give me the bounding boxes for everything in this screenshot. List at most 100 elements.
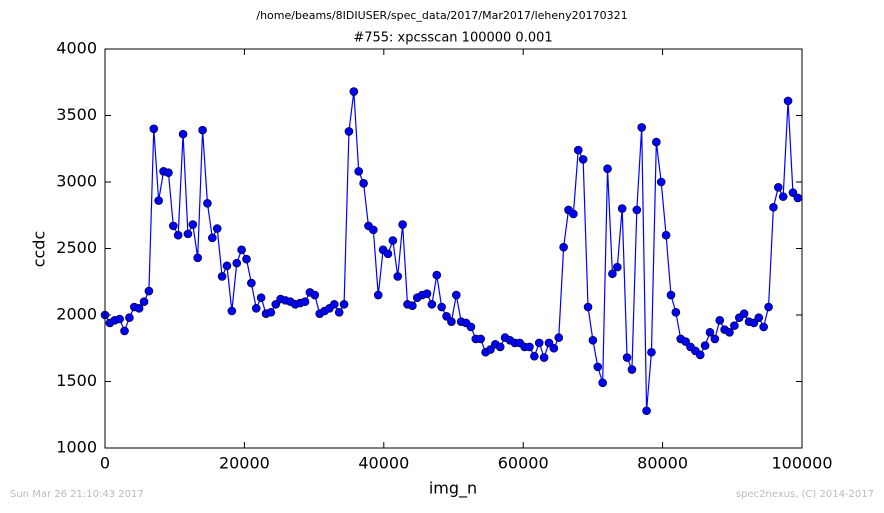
data-point xyxy=(432,270,442,280)
data-point xyxy=(334,308,344,317)
data-point xyxy=(559,242,568,252)
data-point xyxy=(227,306,237,316)
data-point xyxy=(271,300,281,309)
data-point xyxy=(125,313,134,322)
data-point xyxy=(447,317,456,326)
data-point xyxy=(661,230,671,240)
data-point xyxy=(232,258,242,268)
data-point xyxy=(134,304,144,313)
data-point xyxy=(359,179,368,188)
data-point xyxy=(398,220,407,229)
x-axis-label: img_n xyxy=(429,479,477,499)
data-point xyxy=(549,343,559,353)
data-point xyxy=(578,155,588,164)
data-point xyxy=(339,300,349,309)
data-point xyxy=(369,225,378,235)
data-point xyxy=(603,164,612,173)
data-point xyxy=(554,333,564,342)
data-point xyxy=(739,309,749,318)
data-point xyxy=(349,87,359,96)
data-point xyxy=(373,290,383,300)
data-point xyxy=(203,198,212,208)
y-tick-label: 1000 xyxy=(56,438,97,457)
x-tick-label: 0 xyxy=(100,454,110,473)
data-point xyxy=(451,290,461,300)
data-point xyxy=(300,297,310,307)
data-point xyxy=(769,202,778,212)
data-point xyxy=(700,341,710,350)
x-tick-label: 60000 xyxy=(498,454,549,473)
data-point xyxy=(139,297,149,307)
data-point xyxy=(647,347,656,357)
data-point xyxy=(193,253,203,263)
data-point xyxy=(656,177,666,187)
data-point xyxy=(778,192,788,201)
data-point xyxy=(222,261,232,271)
data-point xyxy=(583,302,593,312)
data-point xyxy=(437,302,446,312)
data-point xyxy=(695,350,705,360)
data-point xyxy=(588,335,598,345)
data-point xyxy=(569,209,578,219)
data-point xyxy=(476,334,485,344)
data-point xyxy=(525,342,534,352)
y-tick-label: 1500 xyxy=(56,371,97,390)
data-point xyxy=(393,272,403,281)
data-point xyxy=(266,308,276,317)
data-point xyxy=(593,362,603,372)
data-point xyxy=(310,290,320,300)
data-point xyxy=(637,123,646,132)
data-point xyxy=(188,220,198,229)
x-tick-label: 100000 xyxy=(771,454,832,473)
data-point xyxy=(788,188,798,197)
data-point xyxy=(173,230,183,240)
data-point xyxy=(164,168,173,177)
data-point xyxy=(774,183,783,192)
y-tick-label: 3000 xyxy=(56,172,97,191)
data-point xyxy=(442,312,451,321)
x-tick-label: 80000 xyxy=(637,454,688,473)
x-tick-label: 40000 xyxy=(358,454,409,473)
data-point xyxy=(495,342,505,352)
data-point xyxy=(539,353,549,362)
chart-title: #755: xpcsscan 100000 0.001 xyxy=(353,31,552,46)
data-point xyxy=(710,334,720,344)
data-point xyxy=(783,96,793,106)
data-point xyxy=(632,205,642,215)
data-point xyxy=(793,193,803,203)
data-point xyxy=(354,167,364,176)
footer-left: Sun Mar 26 21:10:43 2017 xyxy=(10,489,144,500)
data-point xyxy=(383,249,393,259)
data-point xyxy=(149,124,159,134)
data-point xyxy=(749,318,759,328)
data-point xyxy=(666,290,676,300)
plot-frame xyxy=(104,48,803,449)
y-tick-label: 3500 xyxy=(56,105,97,124)
data-point xyxy=(256,293,266,303)
data-point xyxy=(237,245,246,255)
y-tick-label: 2000 xyxy=(56,305,97,324)
data-point xyxy=(198,125,207,135)
data-point xyxy=(242,254,251,264)
data-point xyxy=(715,316,725,325)
data-point xyxy=(671,308,681,317)
data-point xyxy=(408,301,417,310)
data-point xyxy=(534,338,544,348)
data-point xyxy=(169,221,178,231)
data-point xyxy=(754,313,764,322)
data-point xyxy=(612,262,622,272)
data-point xyxy=(251,304,261,313)
data-point xyxy=(486,345,495,354)
data-point xyxy=(388,236,398,245)
data-point xyxy=(208,233,217,243)
data-point xyxy=(144,286,154,296)
data-point xyxy=(617,204,627,213)
data-point xyxy=(115,314,124,324)
x-tick-label: 20000 xyxy=(219,454,270,473)
data-point xyxy=(120,326,129,336)
data-point xyxy=(725,327,734,337)
data-point xyxy=(178,129,188,139)
y-tick-label: 2500 xyxy=(56,238,97,257)
data-point xyxy=(730,321,739,330)
